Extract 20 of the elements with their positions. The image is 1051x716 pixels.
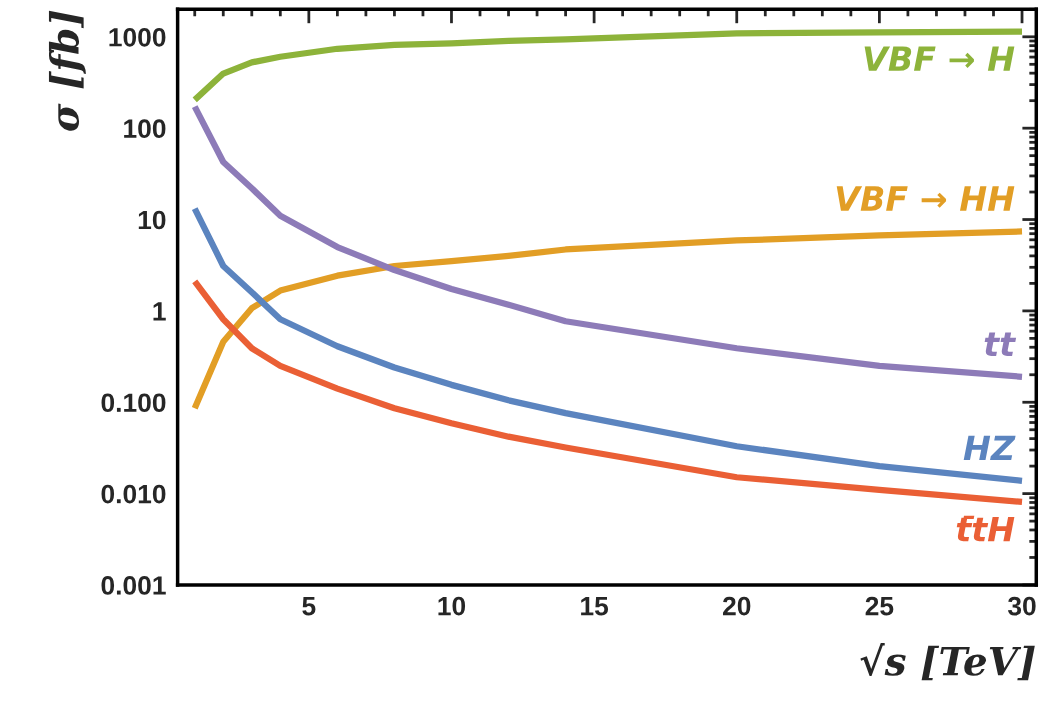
y-tick-label: 0.010 (101, 484, 166, 504)
x-tick-label: 30 (1007, 596, 1036, 616)
series-label: HZ (963, 435, 1016, 461)
series-label: t̄tH (956, 515, 1015, 542)
y-tick-label: 0.100 (101, 393, 166, 413)
x-axis-title: √s [TeV] (860, 643, 1035, 681)
x-tick-label: 25 (865, 596, 894, 616)
y-tick-label: 1 (153, 302, 166, 321)
y-tick-label: 10 (138, 210, 166, 230)
series-label: VBF → H (864, 46, 1015, 71)
series-label: VBF → HH (836, 186, 1015, 211)
y-tick-label: 0.001 (101, 576, 166, 595)
y-tick-label: 100 (124, 119, 166, 138)
x-tick-label: 10 (438, 596, 466, 616)
y-axis-title: σ [fb] (48, 10, 86, 131)
y-tick-label: 1000 (109, 27, 166, 47)
x-tick-label: 5 (302, 597, 316, 616)
x-tick-label: 15 (581, 597, 609, 616)
x-tick-label: 20 (722, 596, 751, 616)
series-label: tt (984, 332, 1017, 356)
